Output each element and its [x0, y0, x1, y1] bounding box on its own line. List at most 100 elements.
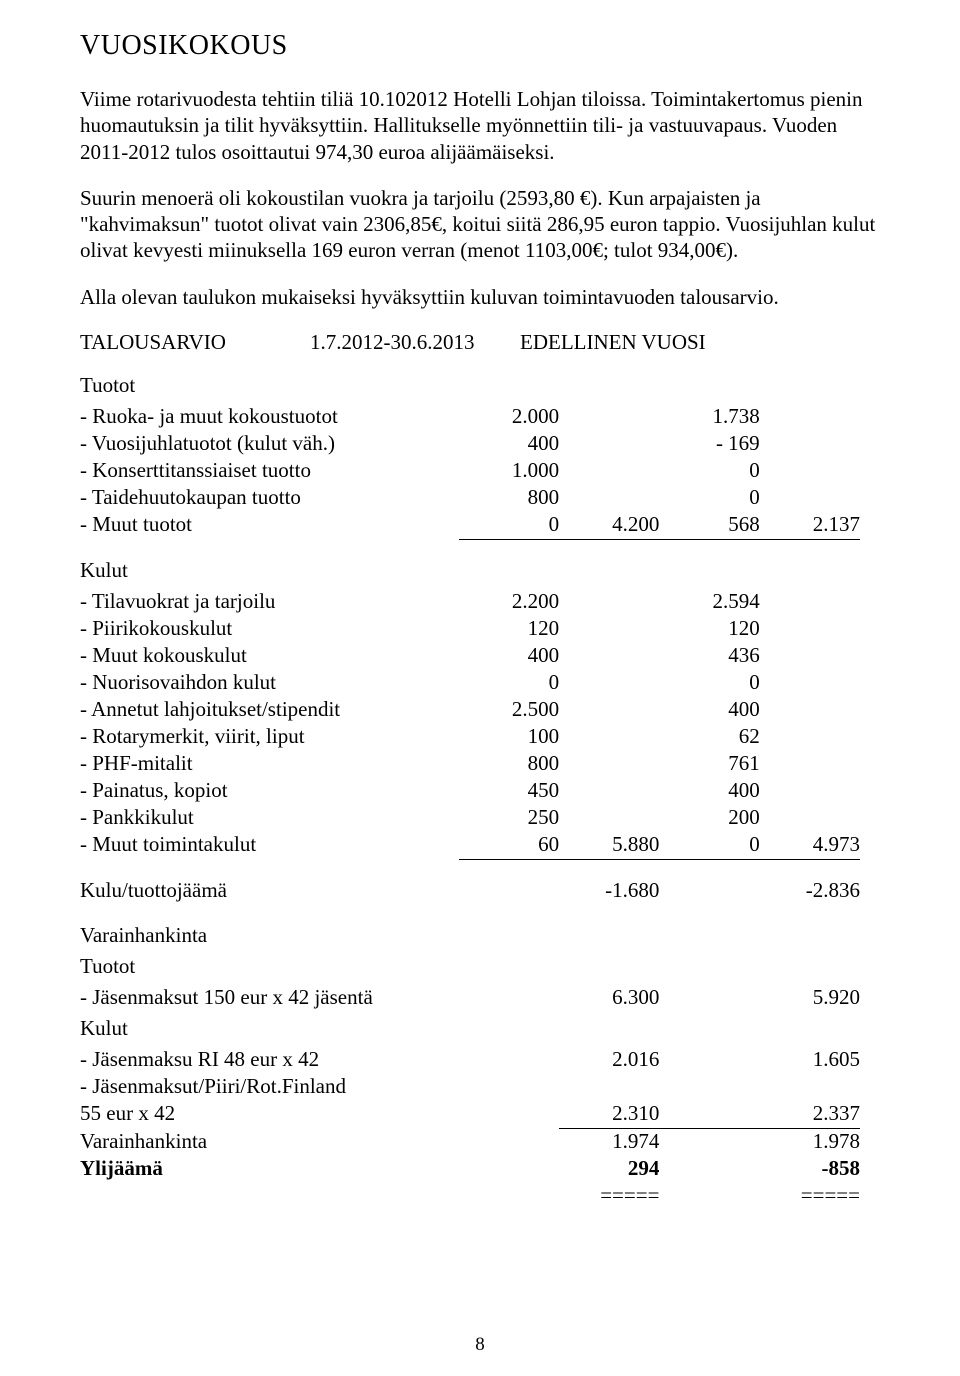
- row-label: - Tilavuokrat ja tarjoilu: [80, 589, 459, 616]
- row-label: - Annetut lahjoitukset/stipendit: [80, 697, 459, 724]
- row-sum: 5.880: [559, 832, 659, 860]
- row-value: 450: [459, 778, 559, 805]
- varain-tuotot: Tuotot: [80, 954, 880, 979]
- table-row: - Konserttitanssiaiset tuotto 1.000 0: [80, 458, 860, 485]
- table-row: 55 eur x 42 2.310 2.337: [80, 1101, 860, 1129]
- table-row: - Muut tuotot 0 4.200 568 2.137: [80, 512, 860, 540]
- budget-prev: EDELLINEN VUOSI: [520, 330, 706, 355]
- varain-table: - Jäsenmaksut 150 eur x 42 jäsentä 6.300…: [80, 985, 860, 1012]
- row-sum: 1.605: [760, 1047, 860, 1074]
- row-label: - Ruoka- ja muut kokoustuotot: [80, 404, 459, 431]
- table-row: - Annetut lahjoitukset/stipendit2.500 400: [80, 697, 860, 724]
- table-row: Ylijäämä 294 -858: [80, 1156, 860, 1183]
- row-sum: 2.337: [760, 1101, 860, 1129]
- table-row: - Jäsenmaksu RI 48 eur x 42 2.016 1.605: [80, 1047, 860, 1074]
- kulut-table: - Tilavuokrat ja tarjoilu2.2002.594 - Pi…: [80, 589, 860, 860]
- row-label: - Vuosijuhlatuotot (kulut väh.): [80, 431, 459, 458]
- table-row: - Muut kokouskulut400436: [80, 643, 860, 670]
- row-value: 60: [459, 832, 559, 860]
- row-value: 0: [659, 485, 759, 512]
- row-label: - Rotarymerkit, viirit, liput: [80, 724, 459, 751]
- table-row: - Piirikokouskulut120120: [80, 616, 860, 643]
- row-value: - 169: [659, 431, 759, 458]
- row-value: 1.738: [659, 404, 759, 431]
- table-row: - Taidehuutokaupan tuotto 800 0: [80, 485, 860, 512]
- table-row: ===== =====: [80, 1183, 860, 1210]
- row-eq: =====: [760, 1183, 860, 1210]
- row-sum: 2.310: [559, 1101, 659, 1129]
- row-value: 400: [459, 643, 559, 670]
- page-title: VUOSIKOKOUS: [80, 30, 880, 62]
- row-value: 2.500: [459, 697, 559, 724]
- table-row: - Muut toimintakulut605.88004.973: [80, 832, 860, 860]
- table-row: - Vuosijuhlatuotot (kulut väh.) 400 - 16…: [80, 431, 860, 458]
- row-label: 55 eur x 42: [80, 1101, 559, 1129]
- row-value: 0: [459, 512, 559, 540]
- budget-label: TALOUSARVIO: [80, 330, 310, 355]
- row-sum: 1.974: [559, 1128, 659, 1156]
- row-value: 2.200: [459, 589, 559, 616]
- budget-header: TALOUSARVIO 1.7.2012-30.6.2013 EDELLINEN…: [80, 330, 880, 355]
- row-label: - Painatus, kopiot: [80, 778, 459, 805]
- row-value: 200: [659, 805, 759, 832]
- netto-table: Kulu/tuottojäämä -1.680 -2.836: [80, 878, 860, 905]
- table-row: - PHF-mitalit800 761: [80, 751, 860, 778]
- table-row: - Painatus, kopiot450400: [80, 778, 860, 805]
- row-value: 400: [659, 697, 759, 724]
- row-label: - Muut toimintakulut: [80, 832, 459, 860]
- budget-period: 1.7.2012-30.6.2013: [310, 330, 520, 355]
- row-label: - Taidehuutokaupan tuotto: [80, 485, 459, 512]
- row-value: 0: [659, 458, 759, 485]
- row-sum: 2.137: [760, 512, 860, 540]
- row-label: - Muut kokouskulut: [80, 643, 459, 670]
- table-row: - Jäsenmaksut/Piiri/Rot.Finland: [80, 1074, 860, 1101]
- row-sum: 5.920: [760, 985, 860, 1012]
- row-label: Kulu/tuottojäämä: [80, 878, 459, 905]
- row-value: 100: [459, 724, 559, 751]
- row-value: 120: [459, 616, 559, 643]
- paragraph-1: Viime rotarivuodesta tehtiin tiliä 10.10…: [80, 86, 880, 165]
- table-row: Varainhankinta 1.974 1.978: [80, 1128, 860, 1156]
- row-value: 0: [459, 670, 559, 697]
- row-label: - Jäsenmaksu RI 48 eur x 42: [80, 1047, 559, 1074]
- row-value: 1.000: [459, 458, 559, 485]
- document-page: VUOSIKOKOUS Viime rotarivuodesta tehtiin…: [0, 0, 960, 1376]
- kulut-heading: Kulut: [80, 558, 880, 583]
- table-row: - Jäsenmaksut 150 eur x 42 jäsentä 6.300…: [80, 985, 860, 1012]
- table-row: - Ruoka- ja muut kokoustuotot 2.000 1.73…: [80, 404, 860, 431]
- tuotot-heading: Tuotot: [80, 373, 880, 398]
- table-row: - Nuorisovaihdon kulut00: [80, 670, 860, 697]
- row-value: 800: [459, 485, 559, 512]
- table-row: - Pankkikulut250200: [80, 805, 860, 832]
- varain-heading: Varainhankinta: [80, 923, 880, 948]
- row-label: Ylijäämä: [80, 1156, 559, 1183]
- row-value: 761: [659, 751, 759, 778]
- row-sum: 4.200: [559, 512, 659, 540]
- row-label: - Konserttitanssiaiset tuotto: [80, 458, 459, 485]
- row-sum: 4.973: [760, 832, 860, 860]
- table-row: - Rotarymerkit, viirit, liput10062: [80, 724, 860, 751]
- row-value: 568: [659, 512, 759, 540]
- row-value: 2.000: [459, 404, 559, 431]
- row-value: 800: [459, 751, 559, 778]
- page-number: 8: [0, 1334, 960, 1356]
- row-sum: -1.680: [559, 878, 659, 905]
- row-value: 120: [659, 616, 759, 643]
- table-row: Kulu/tuottojäämä -1.680 -2.836: [80, 878, 860, 905]
- varain-kulut: Kulut: [80, 1016, 880, 1041]
- row-sum: -2.836: [760, 878, 860, 905]
- row-label: - Piirikokouskulut: [80, 616, 459, 643]
- row-value: 250: [459, 805, 559, 832]
- row-value: 0: [659, 670, 759, 697]
- row-label: - Jäsenmaksut/Piiri/Rot.Finland: [80, 1074, 559, 1101]
- row-label: - Muut tuotot: [80, 512, 459, 540]
- row-sum: 1.978: [760, 1128, 860, 1156]
- row-sum: 2.016: [559, 1047, 659, 1074]
- paragraph-2: Suurin menoerä oli kokoustilan vuokra ja…: [80, 185, 880, 264]
- row-label: - Jäsenmaksut 150 eur x 42 jäsentä: [80, 985, 559, 1012]
- row-label: - PHF-mitalit: [80, 751, 459, 778]
- row-eq: =====: [559, 1183, 659, 1210]
- varain-table-2: - Jäsenmaksu RI 48 eur x 42 2.016 1.605 …: [80, 1047, 860, 1210]
- row-value: 400: [459, 431, 559, 458]
- paragraph-3: Alla olevan taulukon mukaiseksi hyväksyt…: [80, 284, 880, 310]
